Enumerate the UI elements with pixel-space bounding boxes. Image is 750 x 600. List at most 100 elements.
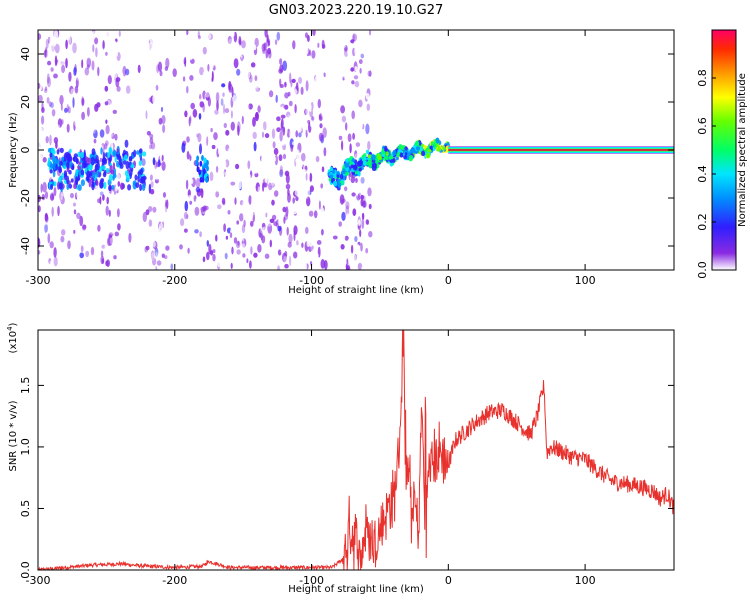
spectrogram-cell <box>237 181 242 190</box>
spectrogram-cell <box>318 114 322 119</box>
spectrogram-cell <box>236 220 239 225</box>
spectrogram-cell <box>221 197 226 205</box>
spectrogram-cell <box>50 147 55 154</box>
spectrogram-cell <box>231 31 235 37</box>
spectrogram-cell <box>49 193 55 201</box>
spectrogram-cell <box>165 141 169 147</box>
spectrogram-cell <box>66 152 71 162</box>
spectrogram-cell <box>183 263 187 270</box>
spectrogram-cell <box>280 114 286 119</box>
spectrogram-cell <box>107 151 111 159</box>
spectrogram-cell <box>186 150 190 160</box>
spectrogram-cell <box>73 229 76 234</box>
spectrogram-cell <box>41 115 45 125</box>
spectrogram-cell <box>55 95 58 105</box>
spectrogram-cell <box>97 224 101 232</box>
spectrogram-cell <box>268 90 274 98</box>
spectrogram-cell <box>365 252 371 262</box>
spectrogram-cell <box>162 192 167 198</box>
spectrogram-cell <box>267 47 271 55</box>
spectrogram-cell <box>83 215 87 225</box>
spectrogram-cell <box>343 38 347 48</box>
spectrogram-cell <box>341 198 346 203</box>
spectrogram-cell <box>56 39 61 45</box>
spectrogram-cell <box>105 51 108 56</box>
spectrogram-cell <box>313 210 318 219</box>
spectrogram-cell <box>261 235 266 244</box>
spectrogram-cell <box>38 56 43 64</box>
x-tick-label: 0 <box>445 274 452 287</box>
spectrogram-cell <box>152 94 157 105</box>
spectrogram-cell <box>68 183 73 189</box>
spectrogram-cell <box>392 157 396 163</box>
spectrogram-cell <box>198 113 202 120</box>
spectrogram-cell <box>344 186 348 192</box>
spectrogram-cell <box>79 215 84 227</box>
snr-scale-prefix: (x10 <box>8 331 19 354</box>
spectrogram-cell <box>130 164 135 169</box>
spectrogram-cell <box>157 61 163 72</box>
spectrogram-cell <box>247 143 251 152</box>
spectrogram-cell <box>159 223 164 228</box>
spectrogram-cell <box>208 259 212 265</box>
spectrogram-cell <box>144 246 148 253</box>
spectrogram-cell <box>219 70 223 77</box>
spectrogram-cell <box>60 228 65 235</box>
spectrogram-cell <box>200 222 203 228</box>
spectrogram-cell <box>107 75 112 85</box>
spectrogram-cell <box>54 30 59 41</box>
spectrogram-cell <box>372 167 377 171</box>
spectrogram-cell <box>189 222 193 232</box>
spectrogram-cell <box>204 222 208 231</box>
spectrogram-cell <box>265 77 270 82</box>
spectrogram-cell <box>415 146 421 151</box>
spectrogram-cell <box>103 181 107 190</box>
spectrogram-cell <box>166 199 169 209</box>
spectrogram-cell <box>204 92 210 98</box>
spectrogram-cell <box>73 67 77 76</box>
spectrogram-cell <box>222 200 226 206</box>
spectrogram-cell <box>320 259 326 269</box>
spectrogram-cell <box>264 133 270 139</box>
spectrogram-cell <box>280 126 286 133</box>
spectrogram-cell <box>344 68 348 76</box>
spectrogram-cell <box>260 117 264 124</box>
spectrogram-cell <box>104 101 109 106</box>
spectrogram-cell <box>194 206 200 216</box>
spectrogram-cell <box>93 193 97 201</box>
spectrogram-cell <box>218 95 222 105</box>
spectrogram-cell <box>252 44 257 51</box>
spectrogram-cell <box>95 180 99 186</box>
spectrogram-cell <box>49 260 54 266</box>
spectrogram-cell <box>305 108 310 116</box>
spectrogram-cell <box>358 219 361 227</box>
spectrogram-cell <box>91 125 96 134</box>
spectrogram-cell <box>181 142 186 153</box>
spectrogram-cell <box>72 144 77 154</box>
spectrogram-cell <box>199 176 203 183</box>
spectrogram-cell <box>267 215 272 227</box>
spectrogram-cell <box>65 192 69 201</box>
spectrogram-cell <box>100 263 104 270</box>
spectrogram-cell <box>53 256 58 267</box>
spectrogram-cell <box>170 263 174 270</box>
spectrogram-cell <box>257 66 261 78</box>
spectrogram-cell <box>97 80 100 90</box>
spectrogram-cell <box>263 102 267 108</box>
spectrogram-cell <box>288 100 293 107</box>
spectrogram-cell <box>265 93 268 101</box>
spectrogram-cell <box>63 31 67 42</box>
spectrogram-cell <box>115 172 121 183</box>
spectrogram-y-axis-label: Frequency (Hz) <box>8 112 19 188</box>
spectrogram-cell <box>230 134 233 142</box>
spectrogram-cell <box>243 83 247 89</box>
spectrogram-cell <box>163 175 168 182</box>
spectrogram-cell <box>61 172 64 179</box>
spectrogram-cell <box>355 260 361 266</box>
spectrogram-cell <box>274 31 279 41</box>
spectrogram-cell <box>250 62 256 68</box>
spectrogram-cell <box>381 150 386 155</box>
spectrogram-cell <box>187 107 192 117</box>
spectrogram-cell <box>282 206 287 213</box>
spectrogram-cell <box>184 200 189 212</box>
